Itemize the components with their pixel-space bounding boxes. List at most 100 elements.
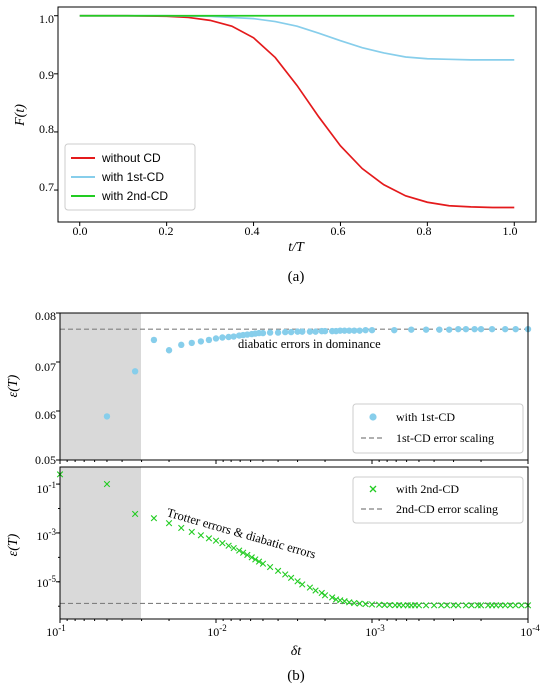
data-point <box>230 544 237 552</box>
data-point <box>312 587 319 594</box>
data-point <box>351 599 358 607</box>
data-point <box>103 413 111 420</box>
data-point <box>131 510 139 518</box>
data-point <box>512 325 519 333</box>
data-point <box>306 328 314 335</box>
data-point <box>188 528 195 536</box>
data-point <box>391 326 398 334</box>
data-point <box>341 327 348 334</box>
x-tick-label: 10-2 <box>207 623 227 639</box>
x-tick-label: 10-4 <box>520 623 540 639</box>
data-point <box>266 563 274 571</box>
data-point <box>188 339 195 347</box>
legend-label: with 2nd-CD <box>396 482 459 496</box>
data-point <box>230 333 237 340</box>
data-point <box>502 602 509 609</box>
legend-label: with 1st-CD <box>101 170 164 184</box>
data-point <box>368 326 376 334</box>
data-point <box>294 328 301 335</box>
panel-b-top-shaded-region <box>60 313 141 460</box>
legend-label: with 1st-CD <box>396 410 455 424</box>
data-point <box>259 560 267 567</box>
data-point <box>274 567 282 575</box>
data-point <box>346 327 353 334</box>
data-point <box>205 336 213 344</box>
series-line-0 <box>79 14 515 209</box>
data-point <box>477 602 485 609</box>
y-tick-label: 0.07 <box>35 360 56 374</box>
y-tick-label: 0.06 <box>35 408 56 422</box>
data-point <box>462 325 470 333</box>
data-point <box>468 602 475 609</box>
data-point <box>438 602 445 609</box>
panel-b-bottom-y-axis-label: ε(T) <box>6 533 21 556</box>
y-tick-label: 1.0 <box>39 12 54 26</box>
data-point <box>287 328 295 336</box>
data-point <box>244 551 251 559</box>
data-point <box>131 368 139 375</box>
panel-a-y-axis-label: F(t) <box>13 104 28 127</box>
panel-b-top-legend: with 1st-CD 1st-CD error scaling <box>352 403 524 454</box>
data-point <box>422 602 430 609</box>
data-point <box>502 325 509 333</box>
panel-b-bottom-x-axis-label: δt <box>291 644 303 659</box>
x-tick-label: 1.0 <box>503 224 518 238</box>
data-point <box>165 347 173 354</box>
data-point <box>477 325 485 333</box>
data-point <box>318 589 325 597</box>
data-point <box>282 328 289 336</box>
data-point <box>455 325 462 333</box>
data-point <box>450 602 457 609</box>
data-point <box>446 326 453 333</box>
data-point <box>306 584 314 591</box>
y-tick-label: 0.9 <box>39 68 54 82</box>
data-point <box>351 327 358 334</box>
data-point <box>375 601 383 608</box>
data-point <box>507 602 514 609</box>
legend-label: without CD <box>101 151 161 165</box>
data-point <box>248 554 255 561</box>
y-tick-label: 10-1 <box>37 480 57 496</box>
legend-label: 1st-CD error scaling <box>396 431 494 445</box>
data-point <box>362 600 369 608</box>
data-point <box>368 601 376 608</box>
data-point <box>103 480 111 488</box>
x-tick-label: 0.2 <box>159 224 174 238</box>
legend-swatch-1st-cd-marker <box>369 413 377 421</box>
panel-a-caption: (a) <box>288 269 305 285</box>
data-point <box>150 515 158 522</box>
y-tick-label: 10-5 <box>37 574 57 590</box>
data-point <box>219 334 226 341</box>
y-tick-label: 10-3 <box>37 527 57 543</box>
x-tick-label: 0.0 <box>73 224 88 238</box>
panel-b-bottom-x-ticks: 10-1 10-2 10-3 10-4 <box>46 623 540 639</box>
data-point <box>219 540 226 547</box>
data-point <box>225 333 232 341</box>
data-point <box>362 326 369 334</box>
data-point <box>462 602 470 609</box>
data-point <box>443 602 451 609</box>
data-point <box>212 335 220 342</box>
data-point <box>205 535 213 542</box>
data-point <box>455 602 462 609</box>
data-point <box>266 329 274 336</box>
data-point <box>408 326 415 333</box>
data-point <box>299 581 306 588</box>
panel-b-bottom: 10-1 10-2 10-3 10-4 10-1 10-3 10-5 ε(T) … <box>6 466 540 684</box>
legend-box <box>352 403 524 454</box>
panel-b-caption: (b) <box>287 668 305 684</box>
panel-a-y-ticks: 0.7 0.8 0.9 1.0 <box>39 12 54 194</box>
data-point <box>341 598 348 605</box>
panel-a-plot-area <box>54 14 515 226</box>
panel-a-x-axis-label: t/T <box>288 240 305 255</box>
x-tick-label: 0.6 <box>331 224 346 238</box>
data-point <box>150 336 158 344</box>
data-point <box>274 329 282 336</box>
y-tick-label: 0.8 <box>39 122 54 136</box>
data-point <box>346 599 353 606</box>
x-tick-label: 10-3 <box>365 623 385 639</box>
data-point <box>294 578 301 585</box>
y-tick-label: 0.05 <box>35 453 56 467</box>
data-point <box>178 341 185 349</box>
